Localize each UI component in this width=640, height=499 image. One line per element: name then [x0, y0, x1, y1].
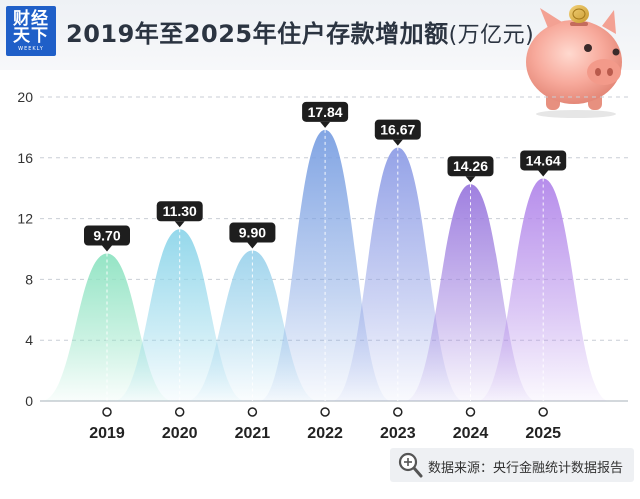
- y-axis: 0 4 8 12 16 20: [17, 89, 33, 409]
- x-marker: [247, 407, 258, 417]
- chart-title-unit: (万亿元): [448, 23, 535, 48]
- data-label-text: 9.90: [239, 225, 266, 241]
- x-tick-label: 2023: [380, 425, 416, 442]
- logo-icon: 财经 天下 WEEKLY: [6, 6, 56, 56]
- x-tick-label: 2022: [307, 425, 343, 442]
- x-tick-label: 2020: [162, 425, 198, 442]
- x-marker: [320, 407, 330, 417]
- x-tick-label: 2021: [235, 425, 271, 442]
- data-label: 11.30: [156, 201, 203, 228]
- x-axis: 2019 2020 2021 2022 2023 2024 2025: [89, 407, 561, 442]
- data-label: 14.64: [520, 150, 567, 177]
- data-label: 16.67: [374, 119, 421, 146]
- y-tick-label: 16: [17, 150, 33, 166]
- x-marker: [393, 407, 403, 417]
- data-label-text: 14.26: [453, 158, 488, 174]
- x-marker: [102, 407, 112, 417]
- y-tick-label: 20: [17, 89, 33, 105]
- data-label-text: 17.84: [308, 104, 343, 120]
- data-label-text: 11.30: [163, 203, 197, 219]
- data-label-text: 14.64: [526, 152, 561, 168]
- data-label-text: 16.67: [380, 122, 415, 138]
- chart-title-main: 2019年至2025年住户存款增加额: [66, 20, 449, 48]
- data-label: 14.26: [447, 156, 494, 183]
- magnifier-icon: [398, 452, 423, 478]
- piggy-bank-icon: [526, 5, 622, 118]
- data-label-text: 9.70: [93, 228, 120, 244]
- logo-line-1: 财经: [13, 8, 49, 29]
- y-tick-label: 12: [17, 211, 33, 227]
- chart-title: 2019年至2025年住户存款增加额(万亿元): [66, 14, 534, 49]
- source-note: 数据来源：央行金融统计数据报告: [390, 448, 634, 482]
- source-text: 数据来源：央行金融统计数据报告: [428, 461, 624, 476]
- x-marker: [465, 407, 476, 417]
- x-tick-label: 2024: [453, 425, 489, 442]
- data-label: 17.84: [302, 101, 349, 128]
- x-tick-label: 2019: [89, 425, 125, 442]
- peak-area: [477, 178, 610, 401]
- x-tick-label: 2025: [525, 425, 561, 442]
- x-marker: [174, 407, 185, 417]
- y-tick-label: 0: [25, 393, 33, 409]
- data-label: 9.90: [229, 222, 276, 249]
- x-marker: [538, 407, 548, 417]
- logo-line-2: 天下: [13, 25, 49, 46]
- data-labels: 9.70 11.30 9.90 17.84 16.67 14.26 14.64: [84, 101, 567, 252]
- data-label: 9.70: [84, 225, 130, 252]
- y-tick-label: 8: [25, 271, 33, 287]
- peaks: [41, 129, 610, 401]
- y-tick-label: 4: [25, 332, 33, 348]
- logo-line-3: WEEKLY: [18, 45, 44, 52]
